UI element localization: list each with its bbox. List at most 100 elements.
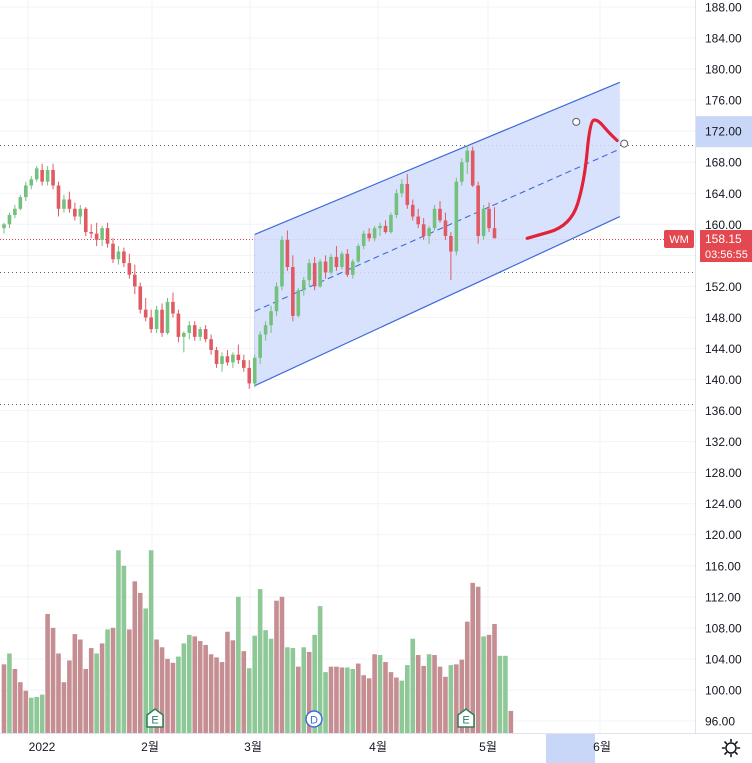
volume-bar [241,651,247,733]
candle-body [274,286,279,312]
candle [449,232,453,281]
projection-drawing[interactable] [525,117,629,240]
y-tick-label: 144.00 [705,342,742,356]
volume-bar [361,675,366,733]
candle [24,181,28,202]
candle-body [231,354,235,363]
settings-gear-icon[interactable] [721,738,741,758]
candle-body [361,233,366,247]
candle [100,225,104,247]
candle [111,238,115,264]
candle-body [73,208,77,217]
volume-bar [72,634,78,733]
candle [51,163,55,190]
marker-label: E [462,715,469,727]
marker-shape [305,710,323,728]
symbol-label: WM [669,234,689,246]
volume-bar [187,634,192,733]
candle [476,181,480,244]
volume-bar [454,664,459,733]
candle [367,228,371,242]
projection-curve[interactable] [525,118,619,240]
channel-upper-line[interactable] [254,81,621,235]
y-tick-label: 140.00 [705,373,742,387]
volume-bar [137,592,143,733]
channel-midline [254,148,621,312]
price-label-bg [700,230,752,262]
candle-body [24,185,28,198]
volume-bar [18,682,23,733]
candle [334,246,339,271]
candle [160,303,164,337]
candle [34,166,39,182]
candle-body [487,208,491,229]
symbol-label-bg [664,230,694,248]
candle [198,326,202,341]
candle [323,255,328,279]
volume-bar [83,669,89,733]
candle-body [100,228,104,240]
candle [329,253,333,275]
candle [465,145,470,174]
volume-bar [317,606,323,733]
drawing-handle[interactable] [572,117,581,126]
volume-bar [323,672,328,733]
candle [252,354,257,388]
channel-lower-line[interactable] [254,215,621,387]
volume-bar [388,672,394,733]
candle-body [214,350,219,364]
candle-body [209,339,213,351]
volume-bar [301,647,307,733]
candle [73,202,77,221]
volume-bar [99,643,105,733]
dividend-marker[interactable]: D [305,710,323,728]
parallel-channel[interactable] [254,81,621,387]
drawing-handle[interactable] [620,139,629,148]
candle-body [329,256,333,273]
candle [318,259,322,288]
candle-body [443,220,448,236]
candle-body [56,185,61,209]
volume-bar [116,550,121,733]
countdown-label: 03:56:55 [705,249,748,261]
y-tick-label: 176.00 [705,94,742,108]
candle-body [460,162,464,182]
volume-bar [296,666,301,733]
candle-body [340,253,344,267]
volume-bar [246,668,252,733]
y-tick-label: 100.00 [705,683,742,697]
volume-bar [159,647,165,733]
volume-bar [464,621,470,733]
volume-bar [394,677,399,733]
volume-bar [437,666,443,733]
candle-body [116,251,121,260]
volume-bar [23,690,29,733]
earnings-marker[interactable]: E [457,708,475,728]
candle-body [492,228,497,239]
candle-body [78,208,83,217]
candle [143,298,148,322]
volume-bar [181,643,187,733]
volume-bar [127,629,132,733]
volume-bar [12,669,18,733]
candle-body [111,243,115,260]
candle [372,225,377,242]
y-tick-label: 136.00 [705,404,742,418]
candle [454,177,459,256]
candle-body [312,263,317,287]
volume-bar [148,550,154,733]
candle [383,220,388,234]
candle [45,166,50,186]
candle [133,264,137,295]
candle-body [40,169,44,182]
time-axis[interactable]: 2022 2월 3월 4월 5월 6월 [29,734,611,763]
earnings-marker[interactable]: E [146,708,164,728]
gear-teeth [721,738,741,758]
candle-body [182,332,186,337]
candle-body [242,360,246,368]
volume-bar [50,627,56,733]
marker-shape [146,708,164,728]
price-axis[interactable]: 188.00 184.00 180.00 176.00 172.00 168.00 164.… [696,1,752,729]
